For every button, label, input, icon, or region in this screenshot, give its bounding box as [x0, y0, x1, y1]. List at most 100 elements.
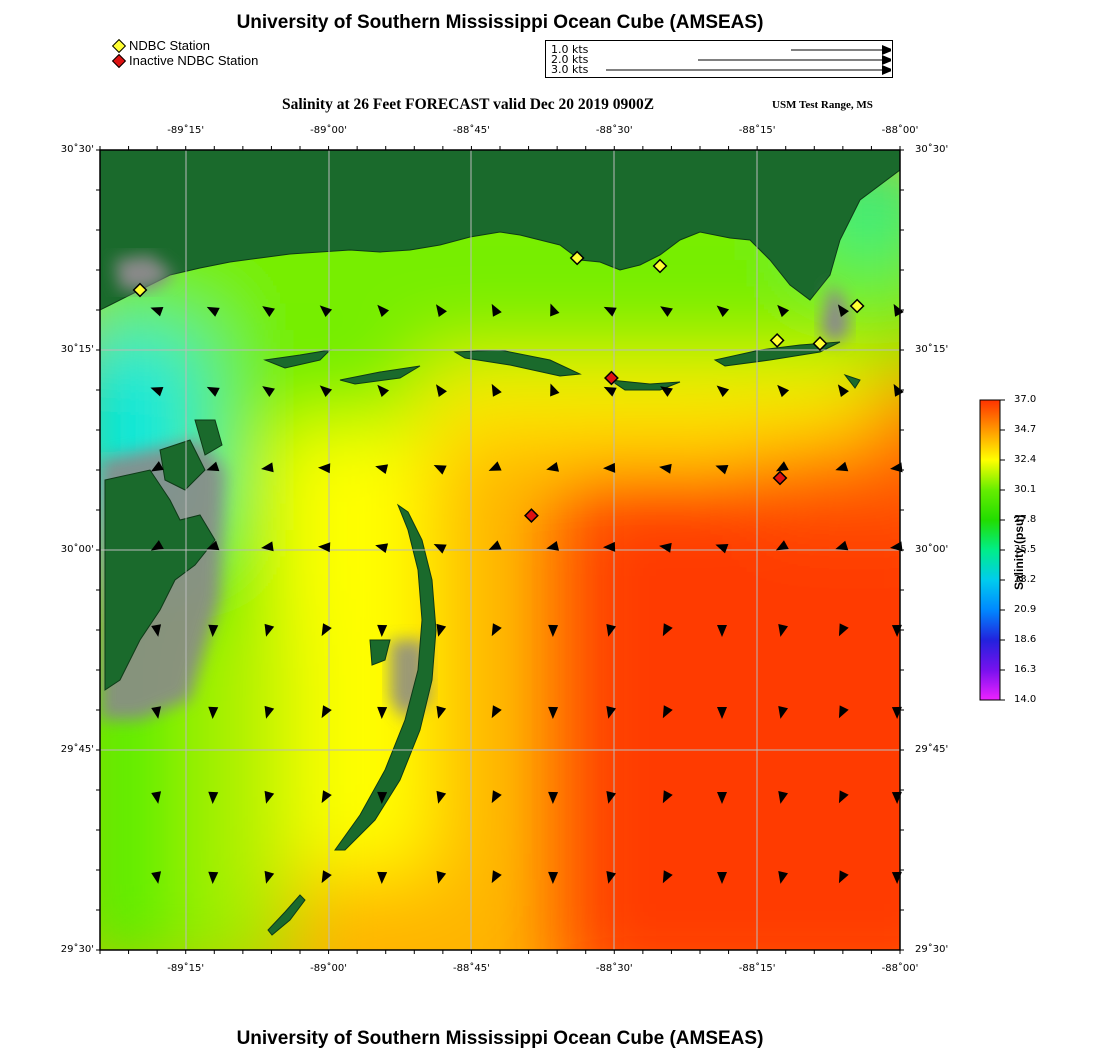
- current-arrow-80: [717, 707, 727, 719]
- current-arrow-49: [546, 541, 559, 551]
- vector-key-label-1: 1.0 kts: [551, 43, 589, 56]
- current-arrow-56: [151, 624, 162, 637]
- current-arrow-36: [603, 462, 616, 473]
- current-arrow-42: [150, 540, 164, 551]
- current-arrow-32: [375, 464, 389, 475]
- current-arrow-31: [318, 463, 331, 474]
- lat-label-left-4: 29˚30': [60, 944, 94, 955]
- current-arrow-10: [716, 305, 730, 318]
- ndbc-station-5: [769, 332, 785, 348]
- current-arrow-88: [377, 791, 388, 804]
- current-arrow-9: [660, 306, 673, 317]
- current-arrow-67: [778, 624, 788, 637]
- current-arrow-76: [491, 705, 502, 719]
- ndbc-station-3: [849, 298, 865, 314]
- colorbar-tick-8: 18.6: [1014, 634, 1037, 645]
- current-arrow-37: [659, 463, 672, 474]
- legend-ndbc-station: NDBC Station: [111, 38, 210, 53]
- current-arrow-14: [150, 387, 164, 397]
- current-arrow-58: [264, 623, 275, 637]
- lat-label-left-1: 30˚15': [60, 344, 94, 355]
- current-arrow-73: [321, 705, 332, 719]
- lat-label-right-1: 30˚15': [915, 344, 949, 355]
- current-arrow-77: [548, 706, 559, 719]
- map-ticks: [96, 146, 1005, 954]
- current-arrow-2: [262, 306, 275, 317]
- vector-scale-key: 1.0 kts 2.0 kts 3.0 kts: [545, 40, 893, 78]
- current-arrow-63: [548, 624, 559, 637]
- lat-label-right-2: 30˚00': [915, 544, 949, 555]
- current-arrow-109: [778, 871, 788, 884]
- lat-label-left-0: 30˚30': [60, 144, 94, 155]
- current-arrow-24: [716, 385, 730, 398]
- current-arrow-18: [377, 384, 390, 398]
- current-arrow-61: [436, 623, 447, 637]
- current-arrow-6: [491, 303, 502, 317]
- current-arrow-68: [838, 623, 849, 637]
- colorbar-tick-4: 27.8: [1014, 514, 1037, 525]
- lat-label-right-3: 29˚45': [915, 744, 949, 755]
- current-arrow-30: [261, 462, 274, 473]
- legend-inactive-station: Inactive NDBC Station: [111, 53, 258, 68]
- range-label: USM Test Range, MS: [772, 99, 873, 111]
- lon-label-top-1: -89˚00': [310, 125, 347, 136]
- current-arrow-12: [837, 304, 849, 317]
- current-arrow-103: [436, 870, 447, 884]
- current-arrow-46: [375, 543, 389, 554]
- colorbar-tick-0: 37.0: [1014, 394, 1037, 405]
- current-arrow-34: [488, 461, 502, 471]
- lon-label-bottom-2: -88˚45': [453, 963, 490, 974]
- current-arrow-105: [548, 871, 559, 884]
- current-arrow-43: [206, 540, 220, 551]
- colorbar-tick-6: 23.2: [1014, 574, 1037, 585]
- colorbar-title: Salinity (psu): [1012, 514, 1026, 590]
- current-arrow-22: [603, 386, 617, 397]
- lon-label-bottom-0: -89˚15': [167, 963, 205, 974]
- current-arrow-90: [491, 790, 502, 804]
- current-arrow-40: [835, 461, 849, 472]
- current-arrow-108: [717, 872, 727, 884]
- ndbc-station-2: [652, 258, 668, 274]
- current-arrow-16: [262, 386, 275, 397]
- current-arrow-8: [603, 306, 617, 317]
- lat-label-left-3: 29˚45': [60, 744, 94, 755]
- current-arrow-92: [606, 790, 617, 804]
- inactive-ndbc-station-8: [524, 508, 539, 524]
- current-arrow-96: [838, 790, 849, 804]
- current-arrow-33: [433, 465, 447, 475]
- ndbc-station-1: [569, 250, 585, 266]
- lon-label-top-3: -88˚30': [595, 125, 633, 136]
- current-arrow-29: [206, 461, 220, 472]
- lon-label-bottom-1: -89˚00': [310, 963, 347, 974]
- current-arrow-21: [550, 383, 560, 397]
- current-arrow-102: [377, 871, 388, 884]
- lat-label-right-0: 30˚30': [915, 144, 949, 155]
- current-arrow-3: [319, 305, 333, 318]
- current-arrow-7: [550, 303, 560, 317]
- current-arrow-28: [150, 461, 164, 472]
- current-arrow-1: [206, 306, 220, 317]
- lon-label-top-0: -89˚15': [167, 125, 205, 136]
- current-arrow-20: [491, 383, 502, 397]
- current-arrow-94: [717, 792, 727, 804]
- current-arrow-74: [377, 706, 388, 719]
- current-arrow-60: [377, 624, 388, 637]
- lon-label-bottom-5: -88˚00': [881, 963, 919, 974]
- current-arrow-104: [491, 870, 502, 884]
- inactive-ndbc-station-7: [772, 470, 788, 486]
- colorbar-tick-9: 16.3: [1014, 664, 1037, 675]
- colorbar: [979, 399, 1001, 701]
- current-arrow-23: [660, 386, 673, 397]
- current-arrow-82: [838, 705, 849, 719]
- current-arrow-81: [778, 706, 788, 719]
- current-arrow-71: [208, 706, 219, 719]
- current-arrow-110: [838, 870, 849, 884]
- coastline: [100, 150, 900, 936]
- current-arrow-59: [321, 623, 332, 637]
- current-arrow-27: [893, 383, 904, 397]
- current-arrow-87: [321, 790, 332, 804]
- current-arrow-101: [321, 870, 332, 884]
- current-arrow-0: [150, 307, 164, 317]
- current-arrow-4: [377, 304, 390, 318]
